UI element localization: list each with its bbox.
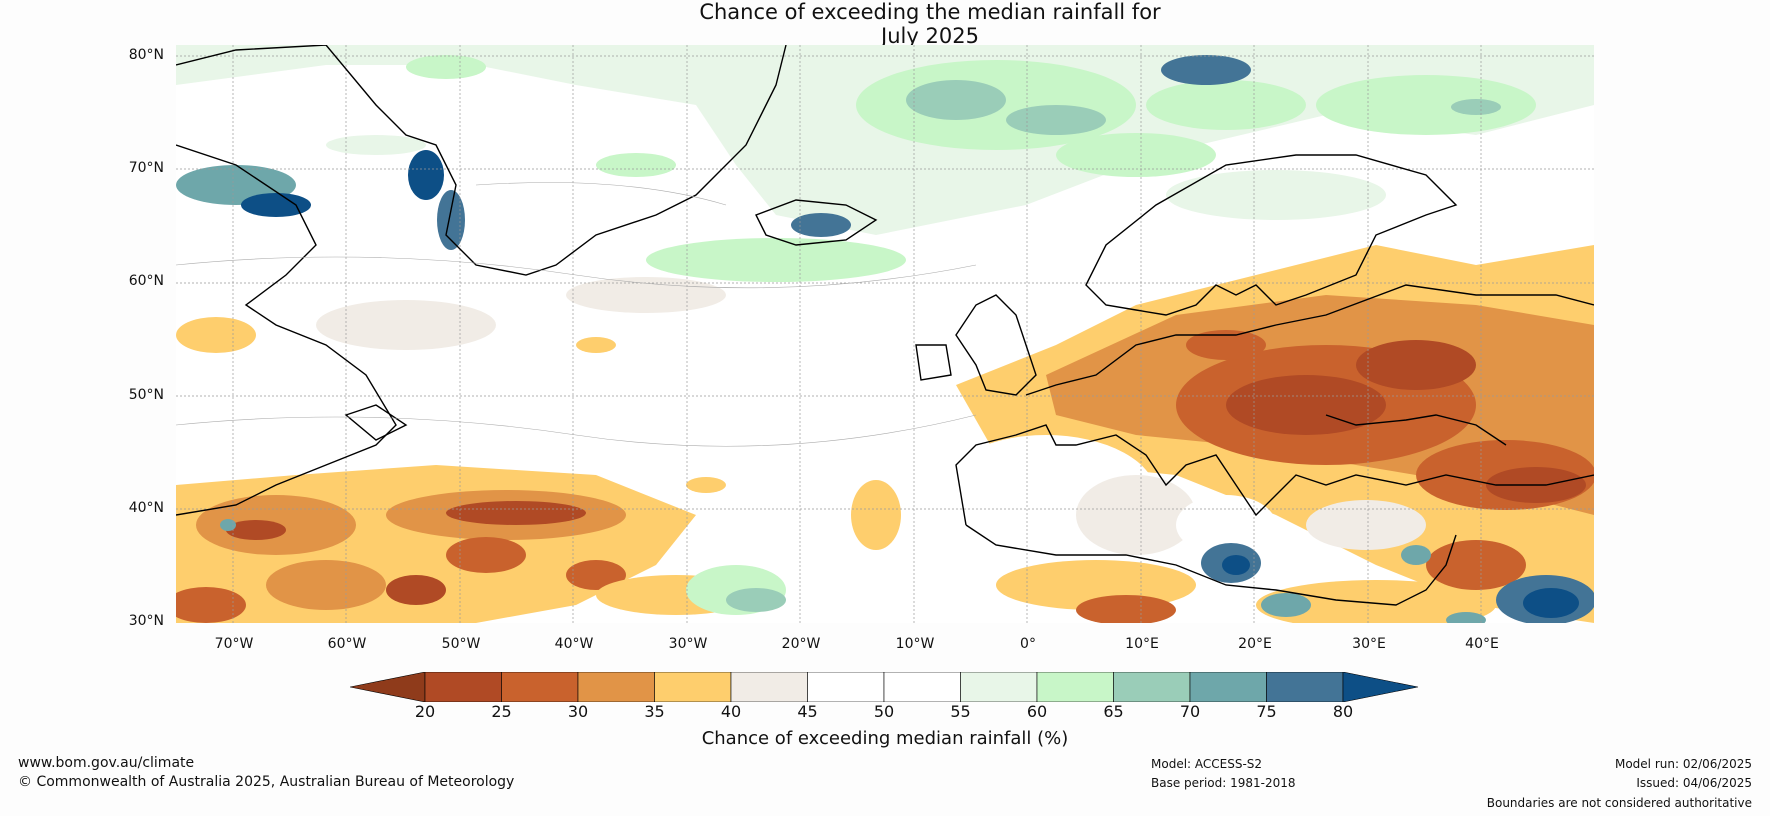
title-line-2: July 2025 <box>881 24 979 48</box>
colorbar-extend-high <box>1342 672 1419 702</box>
graticule <box>176 45 1594 623</box>
colorbar-segment <box>654 672 732 702</box>
footer-copyright: © Commonwealth of Australia 2025, Austra… <box>18 774 515 790</box>
lat-label-50n: 50°N <box>128 387 164 403</box>
footer-issued: Issued: 04/06/2025 <box>1636 776 1752 790</box>
colorbar-tick-label: 40 <box>720 702 742 721</box>
colorbar-tick-label: 25 <box>491 702 512 721</box>
colorbar-tick-label: 45 <box>797 702 818 721</box>
map-canvas <box>176 45 1594 623</box>
colorbar-tick-label: 55 <box>950 702 971 721</box>
lon-label-10w: 10°W <box>895 636 935 652</box>
lon-label-30w: 30°W <box>668 636 708 652</box>
contours <box>176 182 977 447</box>
rainfall-map <box>176 45 1594 623</box>
lon-label-40e: 40°E <box>1465 636 1499 652</box>
lon-label-50w: 50°W <box>441 636 481 652</box>
colorbar-segment <box>424 672 502 702</box>
colorbar-segment <box>1189 672 1267 702</box>
lon-label-70w: 70°W <box>214 636 254 652</box>
colorbar-segment <box>1036 672 1114 702</box>
colorbar-tick-label: 65 <box>1103 702 1124 721</box>
lon-label-10e: 10°E <box>1125 636 1159 652</box>
title-line-1: Chance of exceeding the median rainfall … <box>699 0 1161 24</box>
colorbar-segment <box>1113 672 1191 702</box>
colorbar-tick-label: 50 <box>873 702 895 721</box>
footer-model-run: Model run: 02/06/2025 <box>1614 757 1752 771</box>
colorbar-tick-label: 20 <box>414 702 436 721</box>
lat-label-80n: 80°N <box>128 47 164 63</box>
colorbar-tick-label: 75 <box>1256 702 1277 721</box>
colorbar-tick-label: 60 <box>1026 702 1048 721</box>
colorbar-segment <box>960 672 1038 702</box>
lon-label-20w: 20°W <box>781 636 821 652</box>
colorbar-segment <box>1266 672 1344 702</box>
lon-label-0: 0° <box>1020 636 1036 652</box>
colorbar-segment <box>807 672 885 702</box>
colorbar-extend-low <box>350 672 426 702</box>
lat-label-30n: 30°N <box>128 613 164 629</box>
footer-url: www.bom.gov.au/climate <box>18 755 195 771</box>
map-title: Chance of exceeding the median rainfall … <box>0 0 1770 48</box>
colorbar-segment <box>501 672 579 702</box>
colorbar-segment <box>577 672 655 702</box>
lat-label-40n: 40°N <box>128 500 164 516</box>
colorbar-tick-label: 80 <box>1332 702 1354 721</box>
colorbar-segment <box>730 672 808 702</box>
colorbar-tick-label: 35 <box>644 702 665 721</box>
lon-label-30e: 30°E <box>1352 636 1386 652</box>
colorbar-segment <box>883 672 961 702</box>
lon-label-20e: 20°E <box>1238 636 1272 652</box>
footer-base-period: Base period: 1981-2018 <box>1151 776 1296 790</box>
lat-label-60n: 60°N <box>128 273 164 289</box>
footer-disclaimer: Boundaries are not considered authoritat… <box>1486 796 1752 810</box>
shading-layer <box>176 45 1594 623</box>
colorbar-tick-label: 70 <box>1179 702 1201 721</box>
footer-model: Model: ACCESS-S2 <box>1151 757 1263 771</box>
colorbar <box>350 672 1419 702</box>
lat-label-70n: 70°N <box>128 160 164 176</box>
colorbar-label: Chance of exceeding median rainfall (%) <box>701 728 1069 749</box>
colorbar-tick-label: 30 <box>567 702 589 721</box>
coastlines <box>176 45 1594 606</box>
lon-label-40w: 40°W <box>554 636 594 652</box>
lon-label-60w: 60°W <box>327 636 367 652</box>
